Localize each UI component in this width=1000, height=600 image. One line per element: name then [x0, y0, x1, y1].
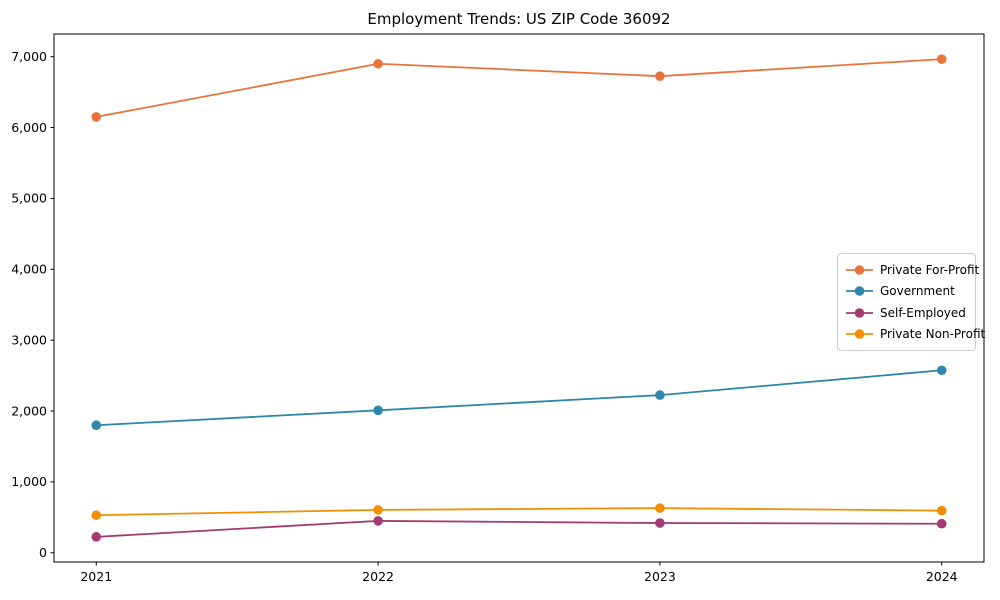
series-line-private-non-profit: [96, 507, 942, 517]
data-point-government: [655, 390, 665, 400]
legend-item-private-for-profit: Private For-Profit: [846, 259, 979, 281]
plot-border: [53, 33, 985, 563]
legend-label: Government: [880, 284, 955, 299]
x-tick-label: 2021: [80, 569, 112, 584]
data-point-private-for-profit: [936, 54, 947, 64]
data-point-government: [91, 420, 102, 431]
x-tick-label: 2022: [362, 569, 394, 584]
data-point-private-non-profit: [655, 503, 665, 513]
data-point-self-employed: [91, 532, 102, 542]
series-line-self-employed: [96, 519, 942, 538]
y-tick-label: 7,000: [11, 49, 47, 64]
data-point-private-non-profit: [373, 505, 383, 515]
x-tick-label: 2024: [926, 569, 958, 584]
chart-legend: Private For-Profit Government Self-Employe…: [837, 253, 985, 351]
data-point-private-non-profit: [91, 510, 102, 521]
legend-label: Self-Employed: [880, 305, 966, 320]
legend-label: Private For-Profit: [880, 262, 980, 277]
data-point-private-non-profit: [936, 505, 947, 516]
legend-line-sample-private-non-profit: [846, 329, 873, 340]
legend-sample-marker: [854, 286, 865, 297]
legend-line-sample-government: [846, 286, 873, 297]
data-point-private-for-profit: [373, 58, 383, 69]
y-tick-label: 0: [39, 545, 47, 560]
data-point-private-for-profit: [91, 112, 102, 122]
data-point-government: [936, 365, 947, 376]
data-point-private-for-profit: [655, 71, 665, 81]
data-point-self-employed: [373, 516, 383, 526]
data-point-self-employed: [936, 518, 947, 529]
legend-label: Private Non-Profit: [880, 327, 986, 342]
legend-line-sample-self-employed: [846, 307, 873, 318]
y-tick-label: 6,000: [11, 120, 47, 135]
legend-line-sample-private-for-profit: [846, 264, 873, 275]
y-tick-label: 2,000: [11, 403, 47, 418]
x-tick-label: 2023: [644, 569, 676, 584]
data-point-self-employed: [655, 518, 665, 528]
legend-item-private-non-profit: Private Non-Profit: [846, 324, 985, 346]
data-point-government: [373, 405, 383, 416]
legend-sample-marker: [854, 329, 865, 340]
chart-title: Employment Trends: US ZIP Code 36092: [367, 10, 671, 28]
series-line-government: [96, 369, 942, 427]
y-tick-label: 5,000: [11, 191, 47, 206]
legend-item-self-employed: Self-Employed: [846, 302, 969, 324]
y-tick-label: 4,000: [11, 262, 47, 277]
legend-item-government: Government: [846, 281, 969, 303]
series-line-private-for-profit: [96, 58, 942, 118]
y-tick-label: 3,000: [11, 332, 47, 347]
legend-sample-marker: [854, 264, 865, 275]
y-tick-label: 1,000: [11, 474, 47, 489]
legend-sample-marker: [854, 307, 865, 318]
